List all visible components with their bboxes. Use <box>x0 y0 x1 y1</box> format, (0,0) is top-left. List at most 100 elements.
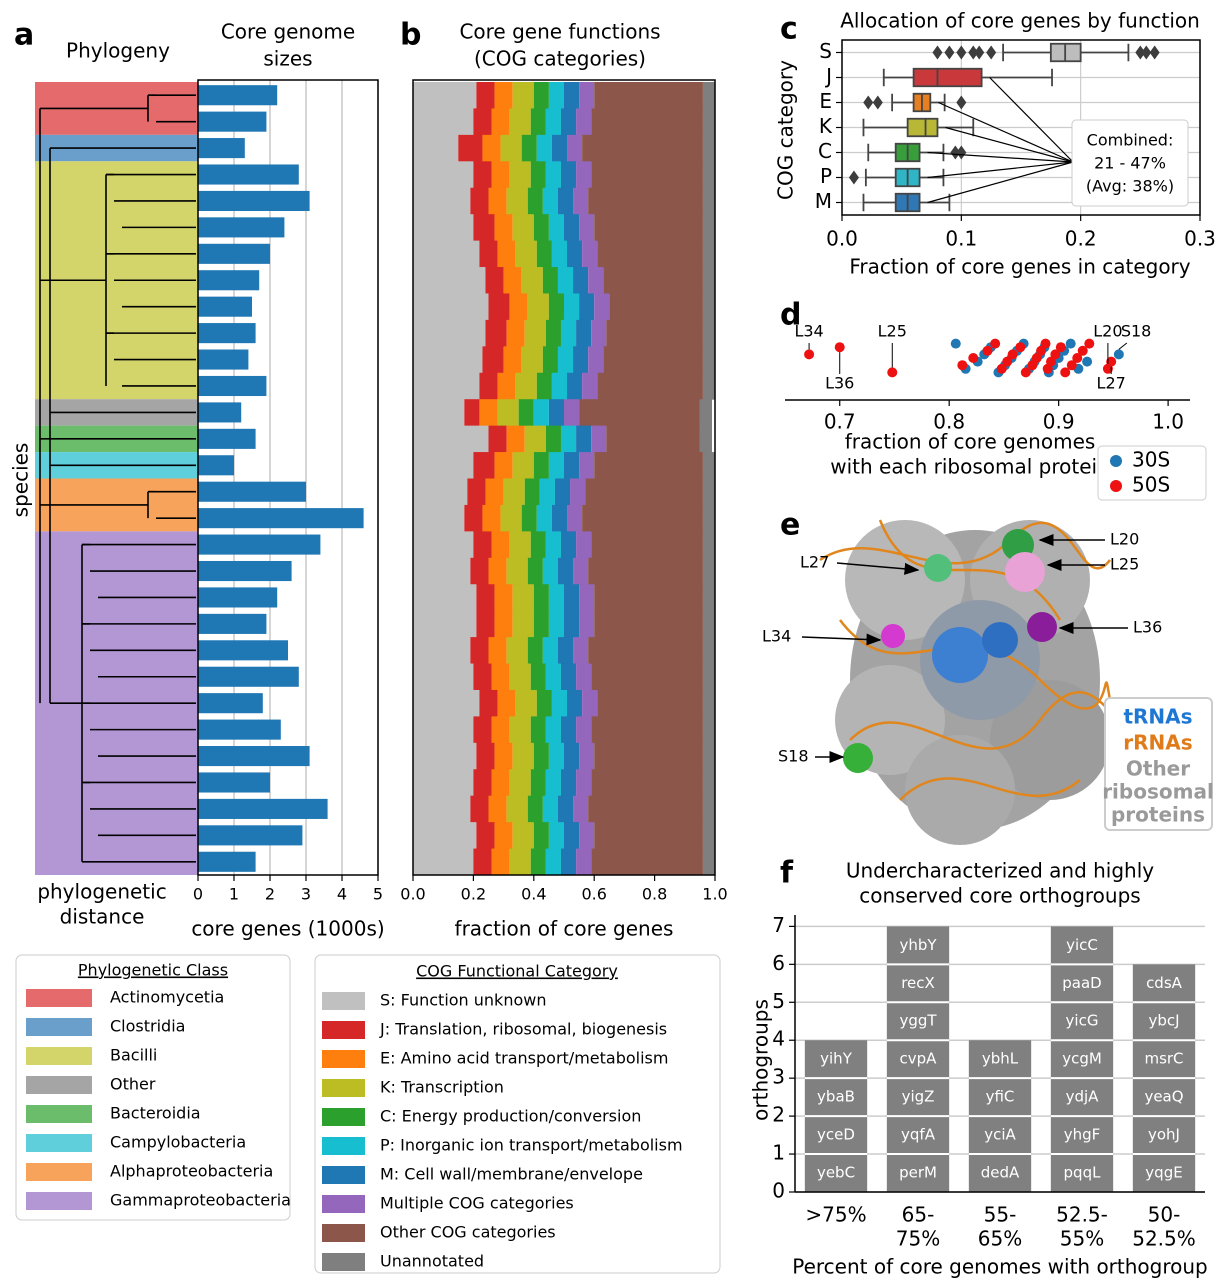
y-axis-label: orthogroups <box>749 999 773 1121</box>
segment <box>603 267 703 294</box>
bar <box>198 429 256 449</box>
segment <box>558 796 573 823</box>
segment <box>513 452 534 479</box>
bar <box>198 693 263 713</box>
x-axis-label: core genes (1000s) <box>191 917 384 941</box>
legend-label: ribosomal <box>1102 780 1214 804</box>
legend-label: S: Function unknown <box>380 991 546 1010</box>
segment <box>591 161 703 188</box>
segment <box>413 558 470 585</box>
legend-label: Campylobacteria <box>110 1133 246 1152</box>
legend-swatch <box>322 992 365 1010</box>
x-tick-label: 0.8 <box>642 885 667 904</box>
segment <box>570 479 585 506</box>
segment <box>507 558 528 585</box>
annotation-line <box>945 128 1073 163</box>
segment <box>413 426 489 453</box>
gene-label: yihY <box>820 1050 853 1068</box>
segment <box>576 161 591 188</box>
segment <box>492 108 510 135</box>
segment <box>546 426 561 453</box>
segment <box>510 161 531 188</box>
bar <box>198 112 266 132</box>
annotation-line <box>928 153 1073 163</box>
segment <box>579 584 594 611</box>
x-tick-label: 75% <box>896 1227 940 1251</box>
segment <box>591 531 703 558</box>
segment <box>543 796 558 823</box>
segment <box>703 188 715 215</box>
gene-label: yhgF <box>1064 1126 1101 1144</box>
segment <box>473 214 494 241</box>
segment <box>473 108 491 135</box>
segment <box>564 214 579 241</box>
legend-label: Other <box>1126 757 1190 781</box>
segment <box>476 743 494 770</box>
segment <box>413 399 464 426</box>
bar <box>198 640 288 660</box>
segment <box>594 293 609 320</box>
segment <box>489 188 507 215</box>
point <box>1114 349 1124 359</box>
legend-label: M: Cell wall/membrane/envelope <box>380 1165 643 1184</box>
gene-label: yggT <box>899 1012 937 1030</box>
segment <box>582 690 597 717</box>
gene-label: perM <box>899 1164 937 1182</box>
legend-swatch <box>322 1137 365 1155</box>
segment <box>534 822 549 849</box>
annotation: Combined: <box>1087 131 1174 150</box>
legend-label: Other <box>110 1075 156 1094</box>
segment <box>703 267 715 294</box>
gene-label: ydjA <box>1066 1088 1100 1106</box>
bar <box>198 270 259 290</box>
gene-label: ycgM <box>1062 1050 1102 1068</box>
segment <box>555 479 570 506</box>
y-tick-label: 6 <box>772 951 785 975</box>
y-axis-label: COG category <box>774 60 798 200</box>
segment <box>703 796 715 823</box>
segment <box>495 611 513 638</box>
legend-label: Multiple COG categories <box>380 1194 574 1213</box>
segment <box>528 637 543 664</box>
segment <box>413 505 464 532</box>
gene-label: yebC <box>817 1164 855 1182</box>
segment <box>482 135 500 162</box>
segment <box>549 743 564 770</box>
point <box>951 339 961 349</box>
segment <box>591 664 703 691</box>
segment <box>476 611 494 638</box>
segment <box>528 293 549 320</box>
segment <box>485 267 503 294</box>
point <box>1056 342 1066 352</box>
segment <box>609 293 703 320</box>
flier <box>956 146 966 160</box>
bar <box>198 799 328 819</box>
segment <box>564 399 579 426</box>
gene-label: yicG <box>1066 1012 1099 1030</box>
segment <box>482 505 500 532</box>
x-tick-label: 0.1 <box>945 227 977 251</box>
segment <box>549 452 564 479</box>
segment <box>546 108 561 135</box>
segment <box>531 849 546 876</box>
segment <box>703 716 715 743</box>
x-tick-label: 0.4 <box>521 885 546 904</box>
annotation: 21 - 47% <box>1094 154 1166 173</box>
gene-label: yhbY <box>899 936 937 954</box>
point <box>804 349 814 359</box>
segment <box>703 82 715 109</box>
gene-label: cvpA <box>900 1050 938 1068</box>
legend-label: rRNAs <box>1123 731 1192 755</box>
legend-swatch <box>26 1105 92 1123</box>
segment <box>522 267 543 294</box>
panel-title: Allocation of core genes by function <box>840 9 1200 33</box>
legend-swatch <box>26 1192 92 1210</box>
segment <box>594 82 703 109</box>
segment <box>489 293 510 320</box>
point <box>1008 349 1018 359</box>
segment <box>479 399 497 426</box>
segment <box>413 716 473 743</box>
legend-label: E: Amino acid transport/metabolism <box>380 1049 668 1068</box>
y-tick-label: 7 <box>772 913 785 937</box>
segment <box>558 188 573 215</box>
